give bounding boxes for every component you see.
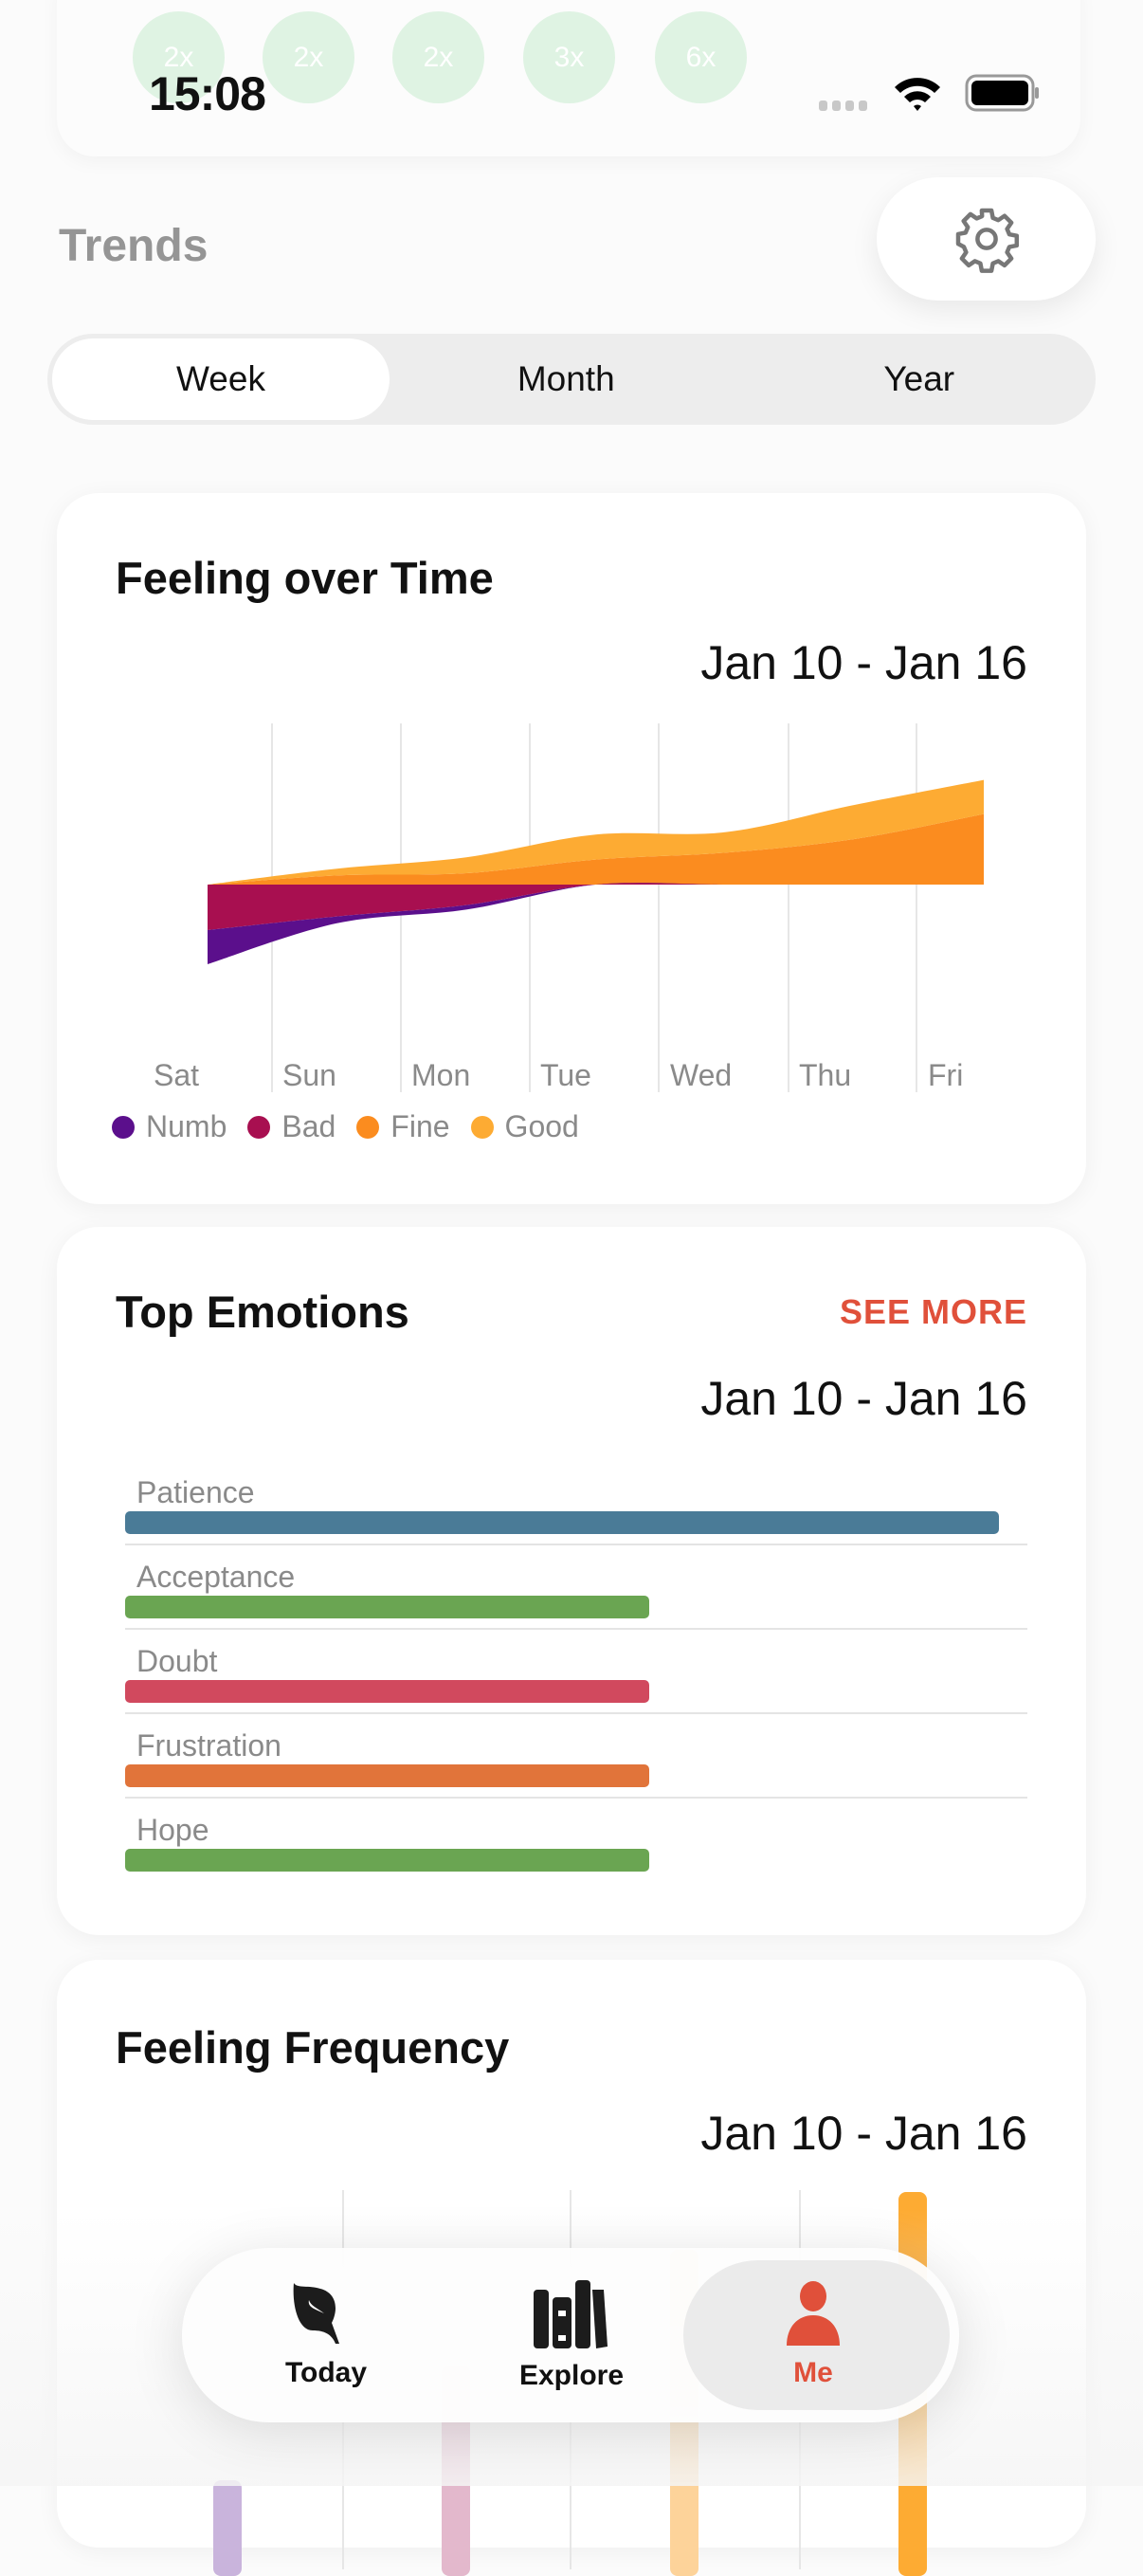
legend-item-numb: Numb [112,1109,227,1144]
legend-label: Good [505,1109,579,1144]
x-axis-label: Sun [282,1058,336,1093]
emotion-bar [125,1849,649,1872]
leaf-icon [290,2281,362,2348]
x-axis-label: Thu [799,1058,851,1093]
frequency-bar-numb [213,2480,242,2576]
tab-today[interactable]: Today [241,2248,411,2422]
tab-me[interactable]: Me [728,2248,898,2422]
emotion-label: Acceptance [136,1560,295,1595]
top-emotions-card: Top Emotions SEE MORE Jan 10 - Jan 16 Pa… [57,1227,1086,1935]
tab-label: Me [793,2357,833,2389]
divider [125,1628,1027,1630]
legend-label: Fine [390,1109,449,1144]
emotion-label: Frustration [136,1728,281,1763]
emotion-bar [125,1680,649,1703]
date-range: Jan 10 - Jan 16 [700,2106,1027,2161]
chart-legend: Numb Bad Fine Good [112,1109,579,1144]
legend-item-fine: Fine [356,1109,449,1144]
date-range: Jan 10 - Jan 16 [700,1371,1027,1426]
see-more-link[interactable]: SEE MORE [840,1292,1027,1332]
emotion-label: Hope [136,1813,209,1848]
tab-explore[interactable]: Explore [486,2248,657,2422]
emotion-label: Patience [136,1475,255,1510]
card-title: Feeling Frequency [116,2021,509,2074]
tab-label: Today [285,2357,367,2389]
divider [125,1797,1027,1799]
legend-label: Numb [146,1109,227,1144]
tab-bar: Today Explore Me [182,2248,959,2422]
divider [125,1544,1027,1545]
x-axis-label: Sat [154,1058,199,1093]
tab-label: Explore [519,2360,624,2392]
person-icon [783,2281,844,2348]
books-icon [532,2278,611,2350]
x-axis-label: Wed [670,1058,732,1093]
legend-label: Bad [281,1109,336,1144]
emotion-bar [125,1764,649,1787]
feeling-area-chart [0,0,1143,1233]
emotion-label: Doubt [136,1644,217,1679]
card-title: Top Emotions [116,1286,409,1338]
legend-item-good: Good [471,1109,579,1144]
emotion-bar [125,1511,999,1534]
divider [125,1712,1027,1714]
legend-item-bad: Bad [247,1109,336,1144]
x-axis-label: Tue [540,1058,591,1093]
x-axis-label: Fri [928,1058,963,1093]
x-axis-label: Mon [411,1058,470,1093]
emotion-bar [125,1596,649,1618]
